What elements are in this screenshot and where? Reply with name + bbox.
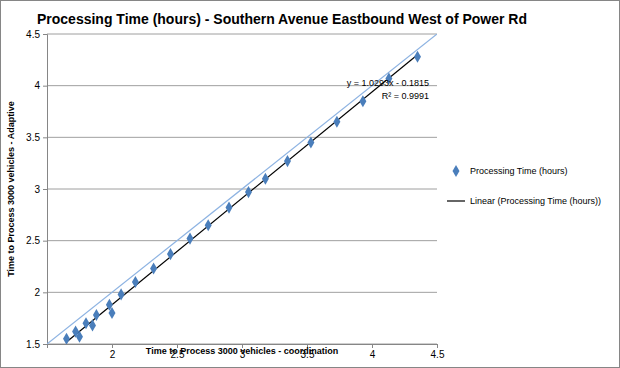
y-axis: 1.5 2 2.5 3 3.5 4 4.5 — [26, 29, 47, 350]
tick: 1.5 — [26, 339, 47, 350]
tick-label: 3 — [34, 184, 40, 195]
tick-mark — [43, 292, 47, 293]
tick-mark — [372, 344, 373, 348]
point — [414, 51, 421, 63]
legend-label: Processing Time (hours) — [470, 166, 568, 176]
tick-mark — [112, 344, 113, 348]
axis-line — [43, 35, 48, 345]
tick: 4.5 — [431, 344, 445, 360]
tick-mark — [43, 189, 47, 190]
point — [89, 319, 96, 331]
tick-label: 4.5 — [26, 29, 40, 40]
tick-mark — [43, 86, 47, 87]
point — [83, 317, 90, 329]
trend-line — [67, 55, 418, 342]
legend-symbol — [453, 165, 460, 177]
tick: 2 — [34, 287, 47, 298]
tick: 4.5 — [26, 29, 47, 40]
point — [109, 307, 116, 319]
tick-label: 4.5 — [431, 349, 445, 360]
point — [167, 248, 174, 260]
point — [132, 276, 139, 288]
tick-label: 4 — [370, 349, 376, 360]
point — [76, 331, 83, 343]
chart: 22.533.544.51.522.533.544.5Processing Ti… — [0, 0, 620, 368]
tick-label: 2 — [34, 287, 40, 298]
point — [205, 219, 212, 231]
grid-line — [47, 137, 437, 138]
tick-label: 4 — [34, 80, 40, 91]
tick-label: 3.5 — [26, 132, 40, 143]
tick-mark — [43, 344, 47, 345]
title: Processing Time (hours) - Southern Avenu… — [37, 11, 527, 27]
point — [118, 288, 125, 300]
tick: 2.5 — [26, 235, 47, 246]
point — [63, 333, 70, 344]
tick-label: 1.5 — [26, 339, 40, 350]
point — [333, 116, 340, 128]
grid-line — [47, 292, 437, 293]
tick: 3 — [34, 184, 47, 195]
point — [226, 202, 233, 214]
point — [262, 173, 269, 185]
legend-label: Linear (Processing Time (hours)) — [470, 196, 601, 206]
y-axis-title: Time to Process 3000 vehicles - Adaptive — [6, 101, 16, 277]
point — [284, 155, 291, 167]
legend: Processing Time (hours) Linear (Processin… — [447, 165, 601, 206]
tick-label: 2 — [110, 349, 116, 360]
x-axis-title: Time to Process 3000 vehicles - coordina… — [146, 346, 338, 356]
point — [307, 136, 314, 148]
grid — [47, 34, 437, 344]
tick: 4 — [34, 80, 47, 91]
point — [187, 233, 194, 245]
annotation: y = 1.0293x - 0.1815 — [347, 78, 429, 88]
tick: 2 — [110, 344, 116, 360]
point — [150, 263, 157, 275]
tick-mark — [43, 241, 47, 242]
point — [245, 186, 252, 198]
tick: 4 — [370, 344, 376, 360]
x-axis: 22.533.544.5 — [48, 344, 445, 360]
tick-mark — [43, 137, 47, 138]
point — [93, 309, 100, 321]
grid-line — [47, 240, 437, 241]
legend-symbol — [447, 200, 465, 201]
tick-mark — [43, 34, 47, 35]
tick-label: 2.5 — [26, 235, 40, 246]
grid-line — [47, 34, 437, 35]
tick: 3.5 — [26, 132, 47, 143]
plot-area — [47, 34, 437, 344]
reference-line — [47, 34, 437, 344]
chart-border — [1, 1, 620, 368]
annotation: R² = 0.9991 — [382, 91, 429, 101]
point — [359, 95, 366, 107]
tick-mark — [437, 344, 438, 348]
